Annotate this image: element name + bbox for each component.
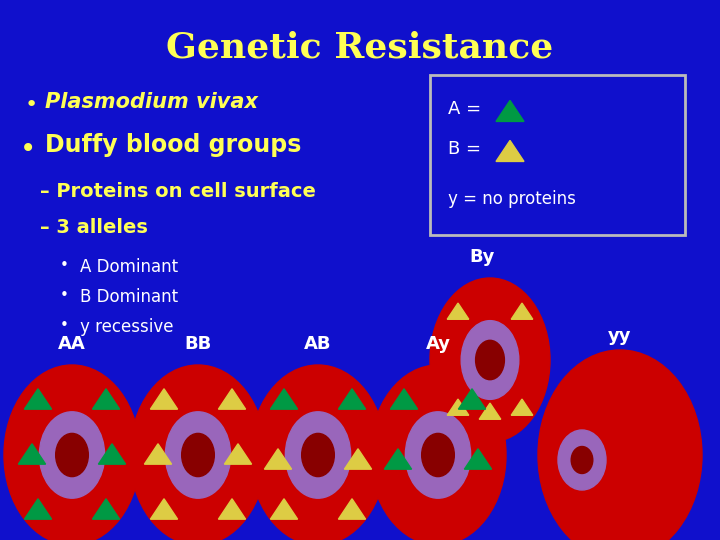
Polygon shape <box>447 303 469 319</box>
Polygon shape <box>225 444 251 464</box>
Polygon shape <box>24 389 52 409</box>
Polygon shape <box>271 499 297 519</box>
Text: AA: AA <box>58 335 86 353</box>
Ellipse shape <box>302 434 334 477</box>
Ellipse shape <box>370 365 506 540</box>
Polygon shape <box>218 389 246 409</box>
Ellipse shape <box>430 278 550 442</box>
Text: B =: B = <box>448 140 481 158</box>
Polygon shape <box>150 389 178 409</box>
Text: Ay: Ay <box>426 335 451 353</box>
Text: •: • <box>25 95 38 115</box>
Polygon shape <box>480 403 501 419</box>
Polygon shape <box>390 389 418 409</box>
Polygon shape <box>271 389 297 409</box>
Ellipse shape <box>538 350 702 540</box>
Polygon shape <box>447 399 469 415</box>
Text: yy: yy <box>608 327 631 345</box>
Text: – 3 alleles: – 3 alleles <box>40 218 148 237</box>
Polygon shape <box>496 140 524 161</box>
Polygon shape <box>344 449 372 469</box>
Polygon shape <box>511 303 533 319</box>
Text: Genetic Resistance: Genetic Resistance <box>166 30 554 64</box>
Text: A Dominant: A Dominant <box>80 258 178 276</box>
Ellipse shape <box>476 340 505 380</box>
Text: By: By <box>469 248 495 266</box>
Polygon shape <box>24 499 52 519</box>
Polygon shape <box>496 100 524 122</box>
Polygon shape <box>99 444 125 464</box>
Ellipse shape <box>40 412 104 498</box>
Polygon shape <box>384 449 412 469</box>
Text: •: • <box>20 135 36 163</box>
Ellipse shape <box>285 412 351 498</box>
Text: Plasmodium vivax: Plasmodium vivax <box>45 92 258 112</box>
Polygon shape <box>218 499 246 519</box>
Ellipse shape <box>166 412 230 498</box>
FancyBboxPatch shape <box>430 75 685 235</box>
Text: •: • <box>60 318 69 333</box>
Ellipse shape <box>4 365 140 540</box>
Polygon shape <box>464 449 492 469</box>
Polygon shape <box>19 444 45 464</box>
Ellipse shape <box>250 365 386 540</box>
Text: B Dominant: B Dominant <box>80 288 178 306</box>
Polygon shape <box>511 399 533 415</box>
Polygon shape <box>338 499 366 519</box>
Polygon shape <box>459 389 485 409</box>
Text: AB: AB <box>305 335 332 353</box>
Ellipse shape <box>558 430 606 490</box>
Ellipse shape <box>422 434 454 477</box>
Ellipse shape <box>55 434 89 477</box>
Polygon shape <box>150 499 178 519</box>
Text: A =: A = <box>448 100 481 118</box>
Text: y = no proteins: y = no proteins <box>448 190 576 208</box>
Ellipse shape <box>130 365 266 540</box>
Ellipse shape <box>405 412 471 498</box>
Polygon shape <box>92 499 120 519</box>
Text: •: • <box>60 288 69 303</box>
Polygon shape <box>338 389 366 409</box>
Text: – Proteins on cell surface: – Proteins on cell surface <box>40 182 316 201</box>
Text: BB: BB <box>184 335 212 353</box>
Ellipse shape <box>181 434 215 477</box>
Ellipse shape <box>571 447 593 474</box>
Ellipse shape <box>462 321 519 400</box>
Polygon shape <box>145 444 171 464</box>
Polygon shape <box>92 389 120 409</box>
Text: •: • <box>60 258 69 273</box>
Text: Duffy blood groups: Duffy blood groups <box>45 133 302 157</box>
Polygon shape <box>264 449 292 469</box>
Text: y recessive: y recessive <box>80 318 174 336</box>
